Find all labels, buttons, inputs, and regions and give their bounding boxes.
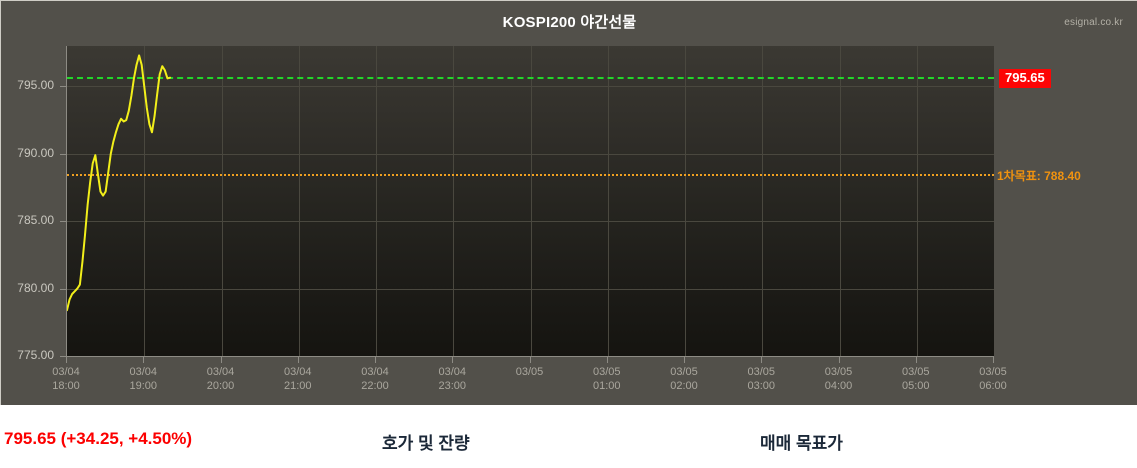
last-quote-text: 795.65 (+34.25, +4.50%) <box>4 429 193 448</box>
x-axis-label-date: 03/05 <box>979 366 1007 378</box>
x-axis-label: 03/04 23:00 <box>417 365 487 393</box>
x-axis-label-date: 03/04 <box>283 366 312 378</box>
x-axis-label-date: 03/05 <box>747 366 776 378</box>
reference-line-last-price <box>67 76 994 79</box>
x-axis-tick <box>220 357 222 363</box>
orderbook-label[interactable]: 호가 및 잔량 <box>382 434 470 453</box>
gridline-vertical <box>376 46 377 356</box>
x-axis-label-date: 03/05 <box>901 366 930 378</box>
plot-clip <box>67 46 994 356</box>
x-axis-tick <box>606 357 608 363</box>
x-axis-tick <box>143 357 145 363</box>
x-axis-tick <box>684 357 685 363</box>
x-axis-tick <box>66 357 67 363</box>
target-price-annotation: 1차목표: 788.40 <box>997 169 1081 184</box>
y-axis-label: 795.00 <box>17 78 54 93</box>
x-axis-tick <box>838 357 840 363</box>
x-axis-label-date: 03/04 <box>438 366 467 378</box>
x-axis-label: 03/04 20:00 <box>186 365 256 393</box>
x-axis-label-time: 03:00 <box>747 380 776 392</box>
target-price-label[interactable]: 매매 목표가 <box>760 434 843 453</box>
last-price-badge: 795.65 <box>999 68 1051 88</box>
x-axis-label: 03/05 04:00 <box>804 365 874 393</box>
series-layer <box>67 54 171 312</box>
gridline-vertical <box>685 46 686 356</box>
gridline-vertical <box>916 46 918 356</box>
page-title: KOSPI200 야간선물 <box>502 14 637 31</box>
x-axis-label: 03/05 01:00 <box>572 365 642 393</box>
gridline-vertical <box>607 46 609 356</box>
footer-bar: 795.65 (+34.25, +4.50%) 호가 및 잔량 매매 목표가 <box>0 405 1137 468</box>
x-axis-label-date: 03/05 <box>824 366 853 378</box>
x-axis-label-time: 02:00 <box>670 380 698 392</box>
x-axis-label: 03/04 19:00 <box>108 365 178 393</box>
x-axis-tick <box>993 357 994 363</box>
x-axis-tick <box>375 357 376 363</box>
y-axis-label: 775.00 <box>17 348 54 362</box>
x-axis-label-time: 20:00 <box>206 380 235 392</box>
y-axis-label: 785.00 <box>17 213 54 228</box>
y-axis-tick <box>60 86 66 88</box>
x-axis-tick <box>297 357 299 363</box>
series-line <box>67 54 171 312</box>
x-axis-label-date: 03/05 <box>670 366 698 378</box>
chart-panel: KOSPI200 야간선물 esignal.co.kr 775.00 780.00… <box>0 0 1137 405</box>
y-axis-tick <box>60 153 66 155</box>
x-axis-tick <box>529 357 531 363</box>
x-axis-label: 03/04 21:00 <box>263 365 333 393</box>
x-axis-tick <box>761 357 763 363</box>
watermark: esignal.co.kr <box>1064 17 1123 28</box>
x-axis-label-date: 03/04 <box>129 366 158 378</box>
x-axis-label: 03/05 02:00 <box>649 365 719 393</box>
x-axis-label-time: 06:00 <box>979 380 1007 392</box>
x-axis-tick <box>915 357 917 363</box>
x-axis-label: 03/04 18:00 <box>31 365 101 393</box>
x-axis-label-date: 03/04 <box>52 366 80 378</box>
x-axis-label: 03/05 03:00 <box>726 365 796 393</box>
gridline-vertical <box>144 46 146 356</box>
x-axis-label-date: 03/05 <box>515 366 544 378</box>
x-axis-label-time: 21:00 <box>283 380 312 392</box>
y-axis-label: 790.00 <box>17 145 54 160</box>
gridline-vertical <box>221 46 223 356</box>
gridline-vertical <box>298 46 300 356</box>
x-axis-label-time: 18:00 <box>52 380 80 392</box>
gridline-vertical <box>762 46 764 356</box>
x-axis-label-date: 03/04 <box>361 366 389 378</box>
reference-line-first-target <box>67 174 994 177</box>
x-axis-label: 03/05 06:00 <box>958 365 1028 393</box>
x-axis-label-time: 19:00 <box>129 380 158 392</box>
x-axis-label-time: 22:00 <box>361 380 389 392</box>
y-axis-tick <box>60 288 66 290</box>
x-axis-label-time: 05:00 <box>901 380 930 392</box>
x-axis-label-time: 04:00 <box>824 380 853 392</box>
x-axis-label-date: 03/05 <box>592 366 621 378</box>
x-axis-label: 03/04 22:00 <box>340 365 410 393</box>
x-axis-tick <box>452 357 454 363</box>
x-axis-label: 03/05 05:00 <box>881 365 951 393</box>
plot-area[interactable] <box>66 46 994 357</box>
y-axis-label: 780.00 <box>17 280 54 295</box>
x-axis-label: 03/05 <box>495 365 565 379</box>
x-axis-label-date: 03/04 <box>206 366 235 378</box>
gridline-vertical <box>530 46 532 356</box>
gridline-vertical <box>453 46 455 356</box>
y-axis-tick <box>60 221 66 223</box>
x-axis-label-time: 01:00 <box>592 380 621 392</box>
y-axis-tick <box>60 356 66 357</box>
x-axis-label-time: 23:00 <box>438 380 467 392</box>
gridline-vertical <box>839 46 841 356</box>
